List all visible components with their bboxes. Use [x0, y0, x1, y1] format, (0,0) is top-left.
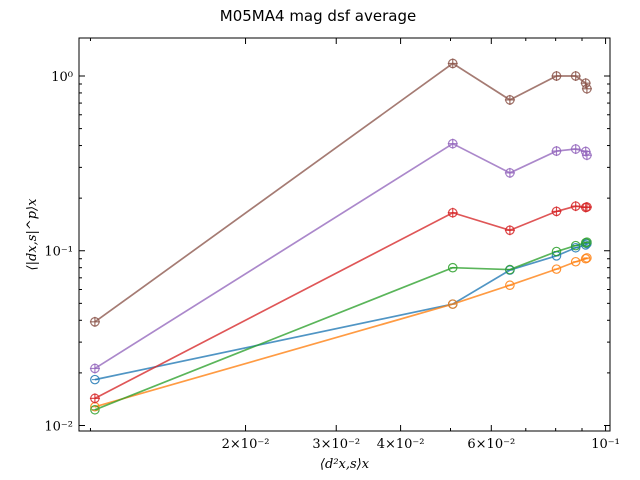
- series-lines: [94, 62, 588, 411]
- data-point: [581, 83, 592, 94]
- plot-area: [78, 37, 611, 432]
- data-point: [551, 246, 562, 257]
- data-point: [447, 207, 458, 218]
- data-point: [551, 146, 562, 157]
- circle-marker: [505, 280, 515, 291]
- y-axis-label: ⟨|dx,s|^p⟩x: [25, 198, 40, 271]
- data-point: [570, 256, 581, 267]
- y-tick-label: 10⁰: [51, 70, 73, 85]
- data-point: [504, 167, 515, 178]
- series-line-5: [94, 142, 588, 370]
- data-point: [570, 240, 581, 251]
- data-point: [581, 201, 592, 212]
- circle-marker: [90, 374, 100, 385]
- circle-marker: [505, 264, 515, 275]
- circle-marker: [580, 253, 591, 264]
- circle-marker: [551, 246, 562, 257]
- x-tick-label: 4×10⁻²: [377, 437, 425, 452]
- data-point: [551, 71, 562, 82]
- x-tick-label: 10⁻¹: [591, 437, 620, 452]
- y-axis-label-text: ⟨|dx,s|^p⟩x: [25, 198, 40, 271]
- chart-title: M05MA4 mag dsf average: [220, 7, 416, 25]
- data-point: [551, 206, 562, 217]
- circle-marker: [570, 256, 581, 267]
- data-point: [504, 225, 515, 236]
- x-axis-label-text: ⟨d²x,s⟩x: [320, 457, 370, 472]
- data-point: [570, 71, 581, 82]
- data-point: [89, 316, 100, 327]
- circle-marker: [570, 240, 581, 251]
- data-point: [582, 253, 592, 263]
- x-tick-label: 6×10⁻²: [467, 437, 515, 452]
- data-point: [551, 264, 562, 274]
- x-tick-label: 3×10⁻²: [312, 437, 360, 452]
- data-point: [580, 253, 591, 264]
- data-point: [570, 144, 581, 155]
- data-point: [580, 78, 591, 89]
- data-point: [89, 363, 100, 374]
- data-point: [447, 58, 458, 69]
- series-line-4: [94, 205, 588, 400]
- circle-marker: [447, 262, 458, 273]
- data-point: [447, 262, 458, 273]
- data-point: [505, 264, 515, 275]
- data-point: [447, 299, 458, 309]
- data-point: [89, 393, 100, 404]
- x-axis-label: ⟨d²x,s⟩x: [320, 457, 370, 472]
- data-point: [581, 150, 592, 161]
- data-point: [447, 138, 458, 149]
- circle-marker: [582, 237, 592, 247]
- data-point: [90, 374, 100, 385]
- series-markers: [89, 58, 592, 415]
- circle-marker: [447, 299, 458, 309]
- y-tick-label: 10⁻²: [44, 419, 73, 434]
- data-point: [582, 237, 592, 247]
- x-tick-label: 2×10⁻²: [222, 437, 270, 452]
- y-tick-label: 10⁻¹: [44, 245, 73, 260]
- data-point: [90, 404, 100, 415]
- circle-marker: [551, 264, 562, 274]
- data-point: [570, 201, 581, 212]
- series-line-2: [94, 257, 588, 408]
- circle-marker: [582, 253, 592, 263]
- axis-ticks: 2×10⁻² 3×10⁻² 4×10⁻² 6×10⁻² 10⁻¹ 10⁻² 10⁻¹ 10⁰: [44, 38, 620, 452]
- data-point: [505, 280, 515, 291]
- circle-marker: [90, 404, 100, 415]
- data-point: [504, 94, 515, 105]
